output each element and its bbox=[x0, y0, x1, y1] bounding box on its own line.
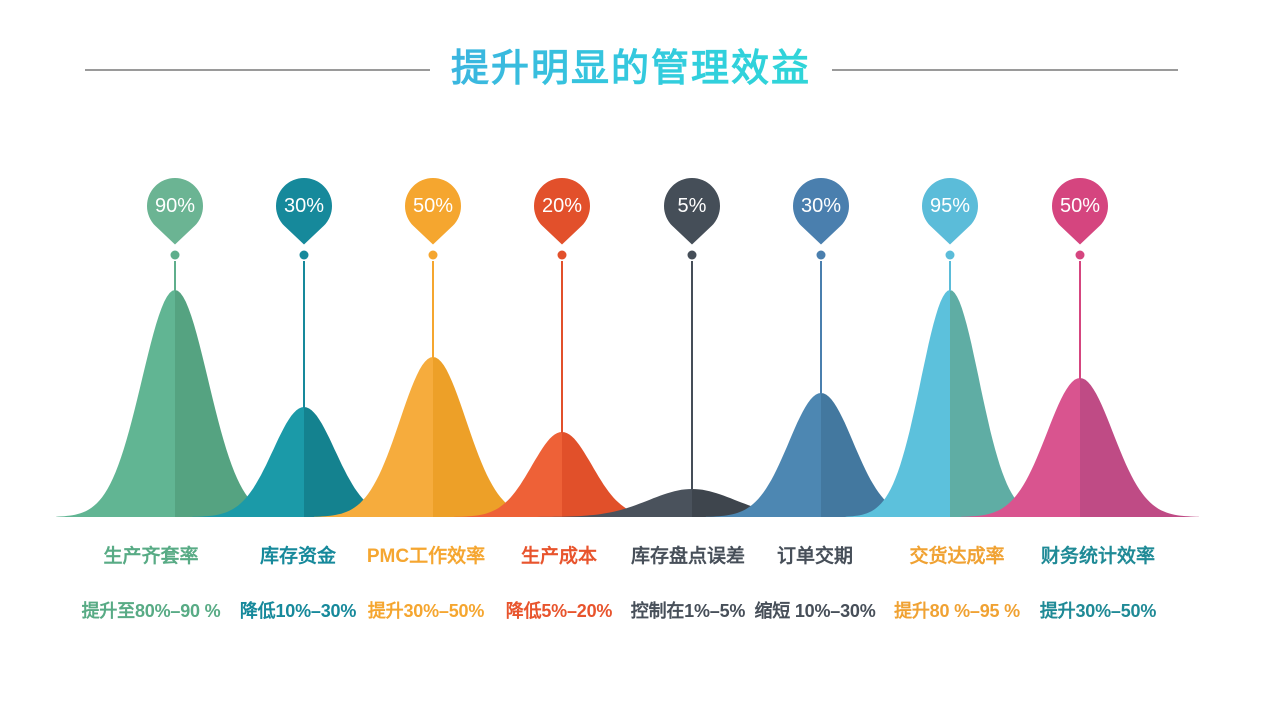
balloon-percent-label: 5% bbox=[677, 195, 707, 217]
category-detail: 缩短 10%–30% bbox=[754, 601, 876, 621]
category-detail: 降低5%–20% bbox=[505, 601, 613, 621]
marker-dot bbox=[299, 250, 309, 260]
balloon-marker bbox=[276, 178, 332, 245]
category-label: 订单交期 bbox=[776, 546, 853, 567]
category-label: 财务统计效率 bbox=[1040, 546, 1155, 567]
bell-curve-left-half bbox=[56, 290, 176, 517]
category-label: 交货达成率 bbox=[909, 546, 1005, 567]
bell-curve-right-half bbox=[433, 357, 552, 517]
category-detail: 控制在1%–5% bbox=[630, 601, 746, 621]
marker-dot bbox=[1075, 250, 1085, 260]
bell-curve-right-half bbox=[821, 393, 937, 517]
bell-curve-left-half bbox=[705, 393, 821, 517]
balloon-percent-label: 50% bbox=[412, 195, 454, 217]
marker-dot bbox=[945, 250, 955, 260]
marker-dot bbox=[557, 250, 567, 260]
bell-curve-right-half bbox=[304, 407, 416, 517]
bell-curve-right-half bbox=[950, 290, 1055, 517]
category-label: 生产齐套率 bbox=[103, 546, 199, 567]
marker-dot bbox=[428, 250, 438, 260]
bell-curve-right-half bbox=[1080, 378, 1199, 517]
balloon-marker bbox=[664, 178, 720, 245]
balloon-marker bbox=[147, 178, 203, 245]
bell-curve-right-half bbox=[175, 290, 294, 517]
balloon-marker bbox=[922, 178, 978, 245]
category-label: PMC工作效率 bbox=[366, 546, 486, 567]
category-detail: 提升至80%–90 % bbox=[81, 601, 221, 621]
bell-curve-right-half bbox=[562, 432, 670, 517]
marker-dot bbox=[687, 250, 697, 260]
balloon-marker bbox=[405, 178, 461, 245]
balloon-percent-label: 90% bbox=[154, 195, 196, 217]
category-label: 库存资金 bbox=[259, 546, 336, 567]
balloon-marker bbox=[1052, 178, 1108, 245]
balloon-percent-label: 50% bbox=[1059, 195, 1101, 217]
balloon-percent-label: 30% bbox=[283, 195, 325, 217]
category-detail: 提升30%–50% bbox=[1039, 601, 1157, 621]
balloon-marker bbox=[793, 178, 849, 245]
category-label: 生产成本 bbox=[520, 546, 597, 567]
balloon-percent-label: 95% bbox=[929, 195, 971, 217]
balloon-marker bbox=[534, 178, 590, 245]
bell-curve-left-half bbox=[192, 407, 304, 517]
balloon-percent-label: 20% bbox=[541, 195, 583, 217]
marker-dot bbox=[816, 250, 826, 260]
marker-dot bbox=[170, 250, 180, 260]
category-detail: 提升30%–50% bbox=[367, 601, 485, 621]
title-divider-right bbox=[832, 69, 1178, 71]
category-detail: 提升80 %–95 % bbox=[894, 601, 1020, 621]
title-divider-left bbox=[85, 69, 430, 71]
page-title: 提升明显的管理效益 bbox=[0, 46, 1262, 92]
bell-curve-right-half bbox=[692, 489, 847, 517]
bell-curve-left-half bbox=[961, 378, 1080, 517]
category-detail: 降低10%–30% bbox=[239, 601, 357, 621]
balloon-percent-label: 30% bbox=[800, 195, 842, 217]
bell-curve-left-half bbox=[845, 290, 950, 517]
bell-curve-left-half bbox=[537, 489, 692, 517]
category-label: 库存盘点误差 bbox=[630, 546, 745, 567]
bell-curve-left-half bbox=[314, 357, 433, 517]
bell-curve-left-half bbox=[454, 432, 562, 517]
